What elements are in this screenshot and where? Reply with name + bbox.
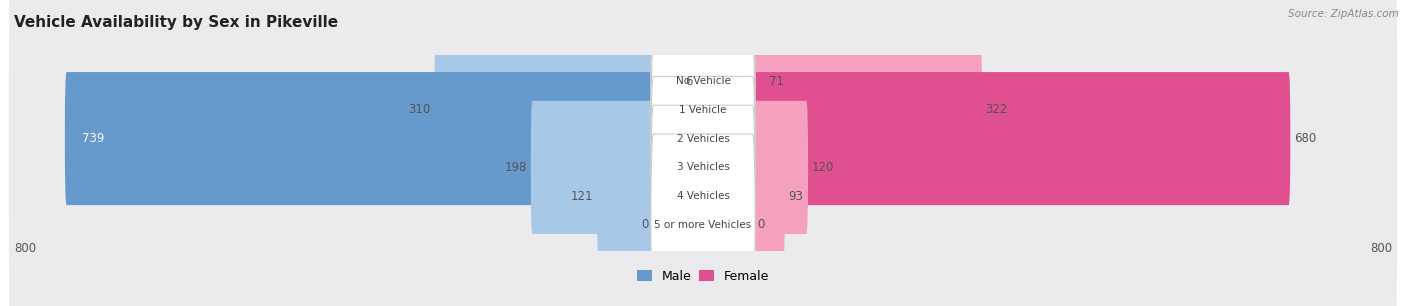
FancyBboxPatch shape (8, 70, 1398, 306)
Text: Source: ZipAtlas.com: Source: ZipAtlas.com (1288, 9, 1399, 19)
Text: 4 Vehicles: 4 Vehicles (676, 191, 730, 201)
Text: 680: 680 (1294, 132, 1316, 145)
Text: 739: 739 (82, 132, 104, 145)
FancyBboxPatch shape (434, 43, 704, 176)
FancyBboxPatch shape (8, 99, 1398, 306)
Text: 800: 800 (1369, 242, 1392, 255)
FancyBboxPatch shape (702, 43, 981, 176)
FancyBboxPatch shape (651, 0, 755, 172)
FancyBboxPatch shape (702, 101, 808, 234)
Text: 310: 310 (409, 103, 430, 116)
Text: 93: 93 (789, 190, 803, 203)
Legend: Male, Female: Male, Female (631, 265, 775, 288)
Text: 121: 121 (571, 190, 593, 203)
FancyBboxPatch shape (8, 41, 1398, 294)
FancyBboxPatch shape (651, 76, 755, 258)
Text: 322: 322 (986, 103, 1008, 116)
FancyBboxPatch shape (651, 48, 755, 229)
Text: No Vehicle: No Vehicle (675, 76, 731, 86)
FancyBboxPatch shape (598, 130, 704, 263)
Text: 71: 71 (769, 74, 785, 88)
FancyBboxPatch shape (651, 134, 755, 306)
Text: 0: 0 (641, 218, 648, 232)
FancyBboxPatch shape (702, 14, 766, 147)
Text: 5 or more Vehicles: 5 or more Vehicles (654, 220, 752, 230)
Text: 6: 6 (685, 74, 693, 88)
FancyBboxPatch shape (651, 19, 755, 201)
FancyBboxPatch shape (8, 0, 1398, 207)
Text: 198: 198 (505, 161, 527, 174)
Text: 2 Vehicles: 2 Vehicles (676, 134, 730, 144)
Text: 3 Vehicles: 3 Vehicles (676, 162, 730, 172)
Text: 800: 800 (14, 242, 37, 255)
FancyBboxPatch shape (702, 130, 785, 263)
Text: Vehicle Availability by Sex in Pikeville: Vehicle Availability by Sex in Pikeville (14, 15, 339, 30)
FancyBboxPatch shape (65, 72, 704, 205)
FancyBboxPatch shape (696, 14, 704, 147)
FancyBboxPatch shape (531, 101, 704, 234)
FancyBboxPatch shape (8, 0, 1398, 236)
FancyBboxPatch shape (702, 72, 1291, 205)
FancyBboxPatch shape (651, 105, 755, 287)
Text: 1 Vehicle: 1 Vehicle (679, 105, 727, 115)
FancyBboxPatch shape (8, 12, 1398, 265)
Text: 0: 0 (758, 218, 765, 232)
Text: 120: 120 (811, 161, 834, 174)
